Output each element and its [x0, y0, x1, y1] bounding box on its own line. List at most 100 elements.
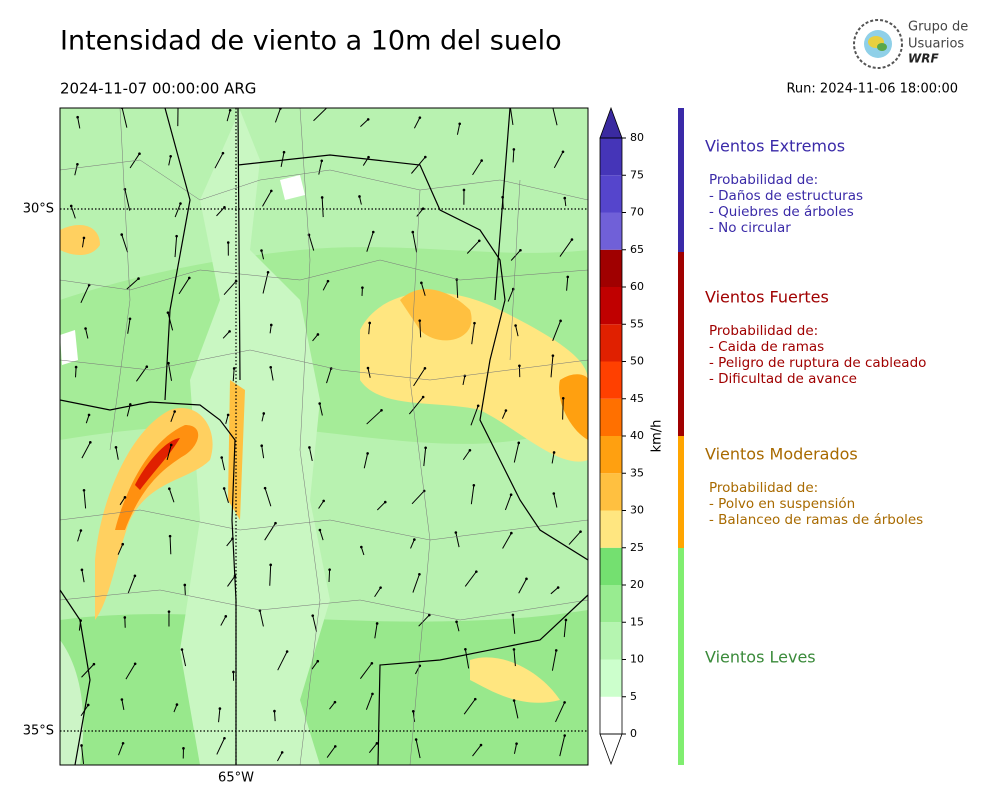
legend-description: - Balanceo de ramas de árboles — [709, 512, 923, 528]
wind-arrow-head — [519, 249, 522, 252]
wind-arrow-head — [380, 409, 383, 412]
colorbar-tick-label: 80 — [630, 131, 644, 144]
wind-arrow-head — [367, 367, 370, 370]
logo-text: WRF — [908, 52, 939, 66]
colorbar-tick-label: 50 — [630, 355, 644, 368]
wind-arrow-head — [328, 568, 331, 571]
wind-arrow-head — [134, 662, 137, 665]
colorbar-band — [600, 399, 622, 436]
wind-arrow-head — [514, 324, 517, 327]
wind-arrow-head — [412, 710, 415, 713]
wind-arrow-head — [138, 152, 141, 155]
wind-arrow-head — [233, 367, 236, 370]
wind-arrow-head — [515, 742, 518, 745]
wind-arrow-head — [179, 202, 182, 205]
wind-arrow-head — [267, 271, 270, 274]
wind-arrow-head — [269, 564, 272, 567]
wind-arrow-head — [121, 543, 124, 546]
wind-arrow-head — [175, 235, 178, 238]
legend-description: - No circular — [709, 220, 791, 236]
wind-arrow-head — [512, 614, 515, 617]
wind-arrow-head — [168, 610, 171, 613]
wind-arrow-head — [328, 104, 331, 107]
run-time: Run: 2024-11-06 18:00:00 — [786, 82, 958, 97]
wind-arrow-head — [367, 156, 370, 159]
wind-arrow-head — [562, 397, 565, 400]
wind-arrow-head — [422, 207, 425, 210]
wind-arrow-head — [317, 333, 320, 336]
colorbar-band — [600, 138, 622, 175]
wind-arrow-head — [83, 489, 86, 492]
wind-arrow-head — [361, 286, 364, 289]
wind-arrow-head — [367, 118, 370, 121]
wind-arrow — [274, 711, 275, 721]
lon-label: 65°W — [218, 771, 254, 786]
wind-arrow-head — [283, 151, 286, 154]
wind-arrow-head — [415, 738, 418, 741]
wind-arrow-head — [80, 744, 83, 747]
colorbar-tick-label: 35 — [630, 466, 644, 479]
wind-arrow-head — [420, 282, 423, 285]
wind-arrow-head — [264, 487, 267, 490]
wind-arrow-head — [418, 573, 421, 576]
colorbar-tick-label: 30 — [630, 504, 644, 517]
logo-text: Grupo de — [908, 20, 968, 35]
wind-arrow-head — [565, 619, 568, 622]
wind-arrow-head — [579, 530, 582, 533]
legend-title: Vientos Fuertes — [705, 288, 829, 307]
colorbar-tick-label: 75 — [630, 168, 644, 181]
wind-arrow-head — [422, 396, 425, 399]
legend-description: - Peligro de ruptura de cableado — [709, 355, 926, 371]
wind-arrow-head — [455, 620, 458, 623]
wind-arrow-head — [510, 493, 513, 496]
legend-bar — [678, 252, 684, 436]
wind-arrow-head — [552, 354, 555, 357]
legend-description: - Dificultad de avance — [709, 371, 857, 387]
wind-arrow-head — [551, 104, 554, 107]
logo: Grupo de Usuarios WRF — [854, 20, 968, 69]
colorbar-band — [600, 250, 622, 287]
wind-arrow-head — [223, 737, 226, 740]
wind-arrow-head — [510, 532, 513, 535]
wind-arrow-head — [229, 109, 232, 112]
wind-arrow-head — [120, 233, 123, 236]
wind-arrow-head — [232, 671, 235, 674]
legend-title: Vientos Moderados — [705, 445, 858, 464]
wind-arrow-head — [334, 701, 337, 704]
colorbar-tick-label: 0 — [630, 727, 637, 740]
colorbar-band — [600, 585, 622, 622]
wind-arrow-head — [260, 444, 263, 447]
wind-arrow-head — [458, 122, 461, 125]
lat-label: 35°S — [23, 724, 54, 739]
wind-arrow-head — [188, 277, 191, 280]
wind-arrow-head — [563, 734, 566, 737]
wind-arrow-head — [474, 698, 477, 701]
title: Intensidad de viento a 10m del suelo — [60, 26, 562, 57]
wind-arrow-head — [563, 197, 566, 200]
wind-arrow-head — [557, 586, 560, 589]
legend-description: - Daños de estructuras — [709, 188, 863, 204]
wind-arrow-head — [76, 116, 79, 119]
wind-arrow-head — [183, 584, 186, 587]
wind-arrow — [76, 367, 77, 377]
wind-arrow-head — [219, 707, 222, 710]
wind-arrow-head — [562, 150, 565, 153]
legend-description: - Polvo en suspensión — [709, 496, 855, 512]
wind-arrow-head — [464, 648, 467, 651]
wind-arrow-head — [358, 195, 361, 198]
wind-arrow-head — [167, 311, 170, 314]
wind-arrow-head — [93, 663, 96, 666]
wind-arrow-head — [170, 444, 173, 447]
colorbar-tick-label: 10 — [630, 653, 644, 666]
wind-arrow-head — [84, 327, 87, 330]
wind-arrow-head — [121, 698, 124, 701]
wind-arrow-head — [518, 364, 521, 367]
wind-arrow-head — [181, 648, 184, 651]
wind-arrow-head — [379, 586, 382, 589]
wind-arrow-head — [319, 529, 322, 532]
wind-arrow-head — [424, 367, 427, 370]
wind-arrow-head — [273, 710, 276, 713]
